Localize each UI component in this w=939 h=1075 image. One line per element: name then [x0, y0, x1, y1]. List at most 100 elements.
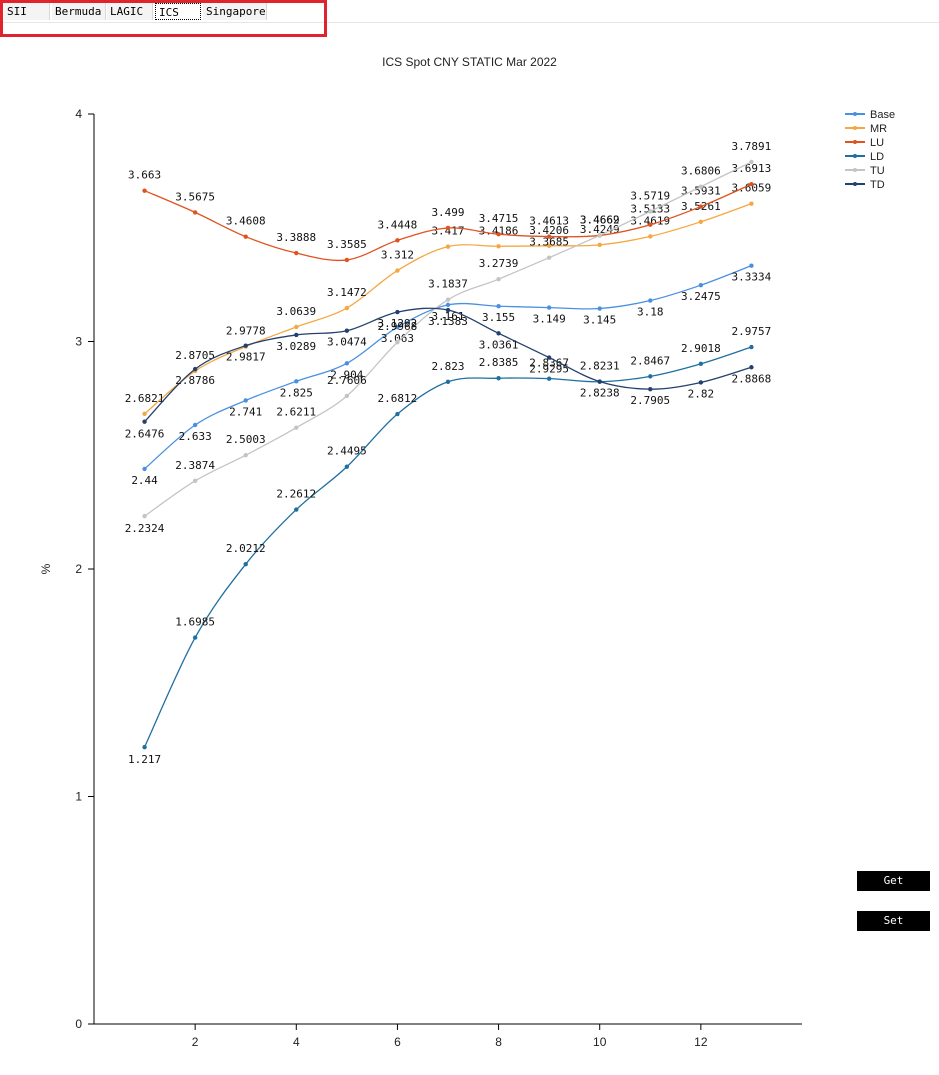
- data-point-lu: [496, 232, 501, 237]
- tab-ics[interactable]: ICS: [155, 3, 201, 20]
- data-label-td: 2.8238: [580, 387, 620, 400]
- data-point-ld: [698, 361, 704, 367]
- data-label-lu: 3.499: [431, 206, 464, 219]
- data-point-base: [597, 306, 602, 311]
- data-label-tu: 2.3874: [175, 459, 215, 472]
- data-label-tu: 3.5719: [630, 189, 670, 202]
- data-label-td: 2.9817: [226, 351, 266, 364]
- data-label-tu: 2.7606: [327, 374, 367, 387]
- data-point-base: [546, 305, 552, 310]
- data-label-td: 3.1292: [378, 317, 418, 330]
- legend-label-td: TD: [870, 179, 885, 191]
- data-label-lu: 3.4715: [479, 212, 519, 225]
- data-label-mr: 3.4186: [479, 224, 519, 237]
- data-point-td: [243, 343, 248, 348]
- data-point-tu: [395, 340, 400, 345]
- tab-sii[interactable]: SII: [4, 3, 50, 20]
- data-point-tu: [294, 425, 299, 430]
- data-point-tu: [648, 209, 653, 214]
- data-point-ld: [496, 376, 501, 381]
- set-button[interactable]: Set: [857, 911, 930, 931]
- data-label-td: 3.0361: [479, 338, 519, 351]
- data-label-tu: 3.6806: [681, 165, 721, 178]
- data-label-lu: 3.4608: [226, 215, 266, 228]
- y-tick-label: 1: [75, 790, 82, 804]
- tab-bermuda[interactable]: Bermuda: [52, 3, 106, 20]
- data-label-mr: 3.1472: [327, 286, 367, 299]
- data-label-mr: 3.4619: [630, 214, 670, 227]
- get-button[interactable]: Get: [857, 871, 930, 891]
- x-tick-label: 10: [593, 1035, 607, 1049]
- data-point-td: [142, 419, 147, 424]
- data-point-mr: [395, 268, 400, 273]
- data-point-tu: [749, 159, 754, 165]
- data-label-base: 3.149: [533, 313, 566, 326]
- data-label-ld: 2.8467: [630, 354, 670, 367]
- data-label-lu: 3.4662: [580, 213, 620, 226]
- data-point-base: [749, 263, 754, 268]
- data-point-mr: [648, 234, 653, 239]
- data-point-base: [648, 298, 653, 303]
- data-point-mr: [698, 219, 704, 225]
- data-label-td: 2.6476: [125, 428, 165, 441]
- chart-title: ICS Spot CNY STATIC Mar 2022: [382, 55, 557, 69]
- data-point-ld: [395, 411, 400, 417]
- data-point-ld: [648, 374, 653, 379]
- data-point-tu: [445, 297, 451, 302]
- data-label-ld: 2.8385: [479, 356, 519, 369]
- data-label-base: 2.44: [131, 474, 158, 487]
- data-point-base: [344, 361, 350, 366]
- data-point-ld: [546, 376, 552, 381]
- data-point-base: [243, 398, 248, 403]
- data-label-tu: 2.5003: [226, 433, 266, 446]
- data-label-tu: 2.2324: [125, 522, 165, 535]
- data-label-td: 2.8868: [732, 372, 772, 385]
- data-point-td: [192, 366, 198, 372]
- legend-marker-td: [853, 182, 857, 186]
- tab-singapore[interactable]: Singapore: [203, 3, 267, 20]
- data-point-base: [496, 304, 501, 309]
- data-point-mr: [445, 244, 451, 249]
- legend-label-tu: TU: [870, 165, 885, 177]
- data-point-ld: [142, 744, 147, 750]
- tab-bar: SII Bermuda LAGIC ICS Singapore: [0, 0, 939, 23]
- data-point-mr: [546, 243, 552, 249]
- y-tick-label: 0: [75, 1017, 82, 1031]
- legend-label-base: Base: [870, 109, 895, 121]
- data-point-td: [395, 309, 400, 315]
- data-label-base: 3.145: [583, 314, 616, 327]
- data-point-lu: [648, 222, 653, 227]
- data-point-td: [597, 379, 602, 384]
- y-tick-label: 4: [75, 107, 82, 121]
- data-label-td: 2.8786: [175, 374, 215, 387]
- data-label-td: 3.0289: [276, 340, 316, 353]
- data-point-base: [698, 282, 704, 288]
- data-label-base: 2.741: [229, 405, 262, 418]
- data-point-tu: [597, 233, 602, 238]
- data-label-mr: 3.4249: [580, 223, 620, 236]
- data-label-tu: 3.3685: [529, 236, 569, 249]
- legend-label-ld: LD: [870, 151, 884, 163]
- x-tick-label: 8: [495, 1035, 502, 1049]
- data-label-tu: 3.1837: [428, 278, 468, 291]
- data-point-td: [445, 307, 451, 313]
- data-label-ld: 2.9757: [732, 325, 772, 338]
- data-point-mr: [294, 324, 299, 330]
- data-label-ld: 1.217: [128, 753, 161, 766]
- legend-marker-lu: [853, 140, 857, 144]
- data-label-base: 2.633: [179, 430, 212, 443]
- data-point-lu: [546, 234, 552, 239]
- data-point-ld: [243, 561, 248, 567]
- data-point-ld: [344, 464, 350, 469]
- x-tick-label: 2: [192, 1035, 199, 1049]
- data-label-ld: 2.823: [431, 360, 464, 373]
- data-label-lu: 3.4448: [378, 218, 418, 231]
- data-point-lu: [142, 188, 147, 193]
- data-label-base: 3.063: [381, 332, 414, 345]
- data-label-base: 2.825: [280, 386, 313, 399]
- tab-lagic[interactable]: LAGIC: [107, 3, 153, 20]
- data-label-tu: 3.2739: [479, 257, 519, 270]
- data-point-ld: [749, 344, 754, 350]
- data-point-tu: [192, 478, 198, 484]
- data-label-mr: 3.6059: [732, 182, 772, 195]
